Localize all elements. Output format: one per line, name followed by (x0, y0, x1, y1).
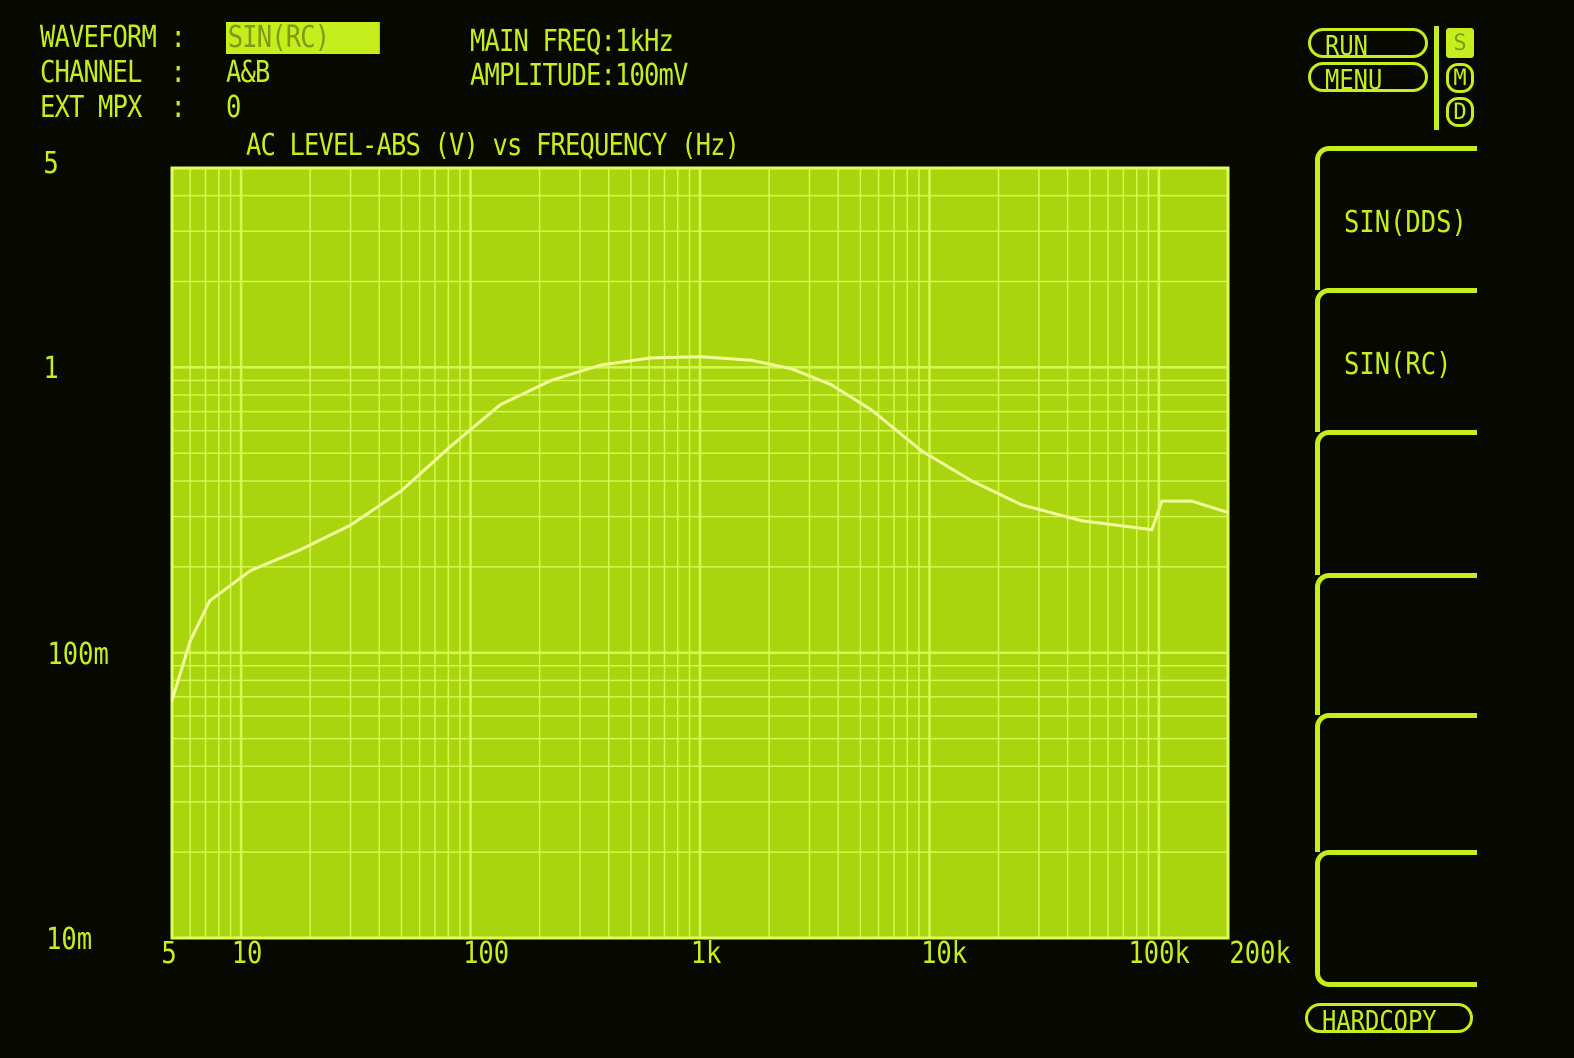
trace-point (599, 363, 603, 367)
trace-point (1190, 499, 1194, 503)
menu-button[interactable]: MENU (1308, 62, 1428, 96)
trace-point (1150, 528, 1154, 532)
softkey-2-label: SIN(RC) (1344, 347, 1452, 382)
trace-point (1226, 511, 1230, 515)
trace-point (829, 383, 833, 387)
x-tick-label: 5 (161, 936, 177, 971)
trace-point (298, 548, 302, 552)
mode-m-button[interactable]: M (1446, 63, 1474, 93)
trace-point (789, 367, 793, 371)
y-tick-label: 1 (43, 351, 59, 387)
waveform-value[interactable]: SIN(RC) (226, 22, 381, 54)
y-tick-label: 10m (46, 922, 93, 957)
trace-point (749, 358, 753, 362)
x-tick-label: 100k (1128, 936, 1190, 971)
channel-value[interactable]: A&B (226, 55, 270, 90)
trace-point (1160, 499, 1164, 503)
x-tick-label: 100 (462, 936, 509, 971)
waveform-label: WAVEFORM : (40, 20, 186, 55)
softkey-2[interactable]: SIN(RC) (1315, 288, 1477, 432)
channel-label: CHANNEL : (40, 55, 186, 90)
y-tick-label: 100m (47, 636, 109, 672)
trace-point (649, 356, 653, 360)
y-tick-label: 5 (43, 146, 59, 181)
mode-d-button[interactable]: D (1446, 97, 1474, 127)
softkey-4[interactable] (1315, 573, 1477, 715)
menu-label: MENU (1325, 63, 1383, 96)
plot-border (170, 166, 1230, 940)
trace-point (249, 569, 253, 573)
x-tick-label: 10k (921, 936, 968, 971)
trace-point (699, 355, 703, 359)
mode-s-button[interactable]: S (1446, 28, 1474, 58)
trace-point (349, 523, 353, 527)
trace-point (449, 444, 453, 448)
softkey-5[interactable] (1315, 713, 1477, 852)
trace-point (399, 489, 403, 493)
ext-mpx-label: EXT MPX : (40, 90, 186, 125)
trace-point (919, 449, 923, 453)
trace-point (1020, 503, 1024, 507)
softkey-6[interactable] (1315, 850, 1477, 987)
chart-title: AC LEVEL-ABS (V) vs FREQUENCY (Hz) (246, 128, 740, 163)
x-tick-label: 200k (1229, 936, 1291, 971)
x-tick-label: 1k (690, 936, 722, 971)
trace-point (188, 639, 192, 643)
trace-point (1080, 519, 1084, 523)
amplitude: AMPLITUDE:100mV (470, 58, 688, 93)
trace-point (869, 408, 873, 412)
x-tick-label: 10 (231, 936, 263, 971)
trace-point (170, 698, 174, 702)
run-label: RUN (1325, 29, 1368, 62)
main-freq: MAIN FREQ:1kHz (470, 24, 674, 59)
trace-point (498, 403, 502, 407)
run-button[interactable]: RUN (1308, 28, 1428, 62)
ext-mpx-value[interactable]: 0 (226, 90, 241, 125)
softkey-1[interactable]: SIN(DDS) (1315, 146, 1477, 290)
softkey-1-label: SIN(DDS) (1344, 205, 1467, 240)
hardcopy-button[interactable]: HARDCOPY (1305, 1003, 1473, 1037)
trace-point (549, 378, 553, 382)
trace-point (208, 599, 212, 603)
hardcopy-label: HARDCOPY (1322, 1004, 1437, 1037)
trace-point (970, 479, 974, 483)
divider (1434, 26, 1439, 130)
softkey-3[interactable] (1315, 430, 1477, 575)
